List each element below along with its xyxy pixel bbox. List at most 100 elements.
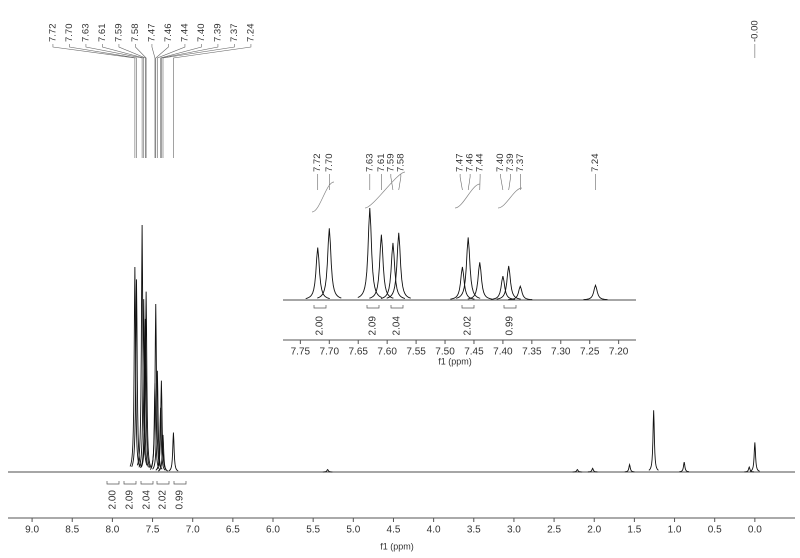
peak (369, 234, 394, 299)
peak-label: 7.24 (245, 24, 256, 43)
x-tick-label: 7.40 (493, 347, 513, 358)
x-tick-label: 2.0 (587, 525, 601, 536)
peak (496, 265, 521, 300)
peak-label: 7.63 (364, 154, 375, 173)
x-tick-label: 0.0 (748, 525, 762, 536)
integral-curve (497, 187, 523, 209)
x-tick-label: 1.0 (668, 525, 682, 536)
peak (152, 370, 163, 470)
peak-label: 7.44 (179, 24, 190, 43)
peak-label: 7.47 (455, 154, 466, 173)
peak (140, 318, 151, 469)
peak-connector (102, 44, 145, 158)
integral-label: 2.09 (125, 490, 136, 510)
peak-label: -0.00 (749, 20, 760, 42)
x-tick-label: 2.5 (547, 525, 561, 536)
integral-curve (311, 181, 335, 213)
peak (648, 410, 659, 471)
integral-bracket (313, 305, 327, 309)
peak (508, 284, 533, 301)
x-tick-label: 7.20 (609, 347, 629, 358)
x-tick-label: 1.5 (627, 525, 641, 536)
x-tick-label: 6.5 (226, 525, 240, 536)
x-tick-label: 7.25 (580, 347, 600, 358)
peak-connector (467, 174, 471, 191)
peak (305, 247, 330, 300)
peak (168, 432, 179, 472)
peak-connector (390, 174, 394, 191)
peak-connector (500, 174, 504, 191)
x-tick-label: 7.5 (146, 525, 160, 536)
x-tick-label: 7.30 (551, 347, 571, 358)
x-tick-label: 7.60 (377, 347, 397, 358)
integral-label: 2.02 (158, 490, 169, 510)
peak-connector (398, 174, 402, 191)
peak-label: 7.63 (80, 24, 91, 43)
peak (467, 262, 492, 300)
integral-label: 2.02 (463, 316, 474, 336)
peak-label: 7.40 (196, 24, 207, 43)
peak-connector (459, 174, 463, 191)
x-tick-label: 4.5 (387, 525, 401, 536)
x-tick-label: 0.5 (708, 525, 722, 536)
peak (322, 468, 333, 473)
peak-label: 7.47 (146, 24, 157, 43)
peak (587, 467, 598, 473)
x-tick-label: 7.55 (406, 347, 426, 358)
peak-label: 7.46 (163, 24, 174, 43)
x-tick-label: 8.5 (65, 525, 79, 536)
x-tick-label: 7.75 (291, 347, 311, 358)
integral-bracket (156, 481, 170, 485)
peak-connector (173, 44, 252, 158)
peak-connector (85, 44, 143, 158)
peak (317, 228, 342, 299)
peak (380, 242, 406, 299)
peak-label: 7.39 (505, 154, 516, 173)
peak-connector (52, 44, 136, 158)
peak-connector (155, 44, 169, 158)
peak (136, 224, 148, 466)
peak-label: 7.70 (324, 154, 335, 173)
integral-curve (364, 171, 406, 209)
peak (129, 266, 141, 467)
integral-label: 0.99 (505, 316, 516, 336)
peak-label: 7.46 (465, 154, 476, 173)
peak-label: 7.39 (212, 24, 223, 43)
integral-label: 2.00 (108, 490, 119, 510)
integral-label: 2.00 (315, 316, 326, 336)
peak-label: 7.37 (515, 154, 526, 173)
x-tick-label: 9.0 (25, 525, 39, 536)
peak-label: 7.24 (590, 154, 601, 173)
integral-bracket (366, 305, 380, 309)
peak-label: 7.40 (495, 154, 506, 173)
peak (583, 283, 608, 301)
peak-connector (151, 44, 156, 158)
peak-label: 7.44 (475, 154, 486, 173)
integral-bracket (173, 481, 187, 485)
peak (140, 291, 152, 468)
integral-bracket (503, 305, 517, 309)
peak-label: 7.72 (47, 24, 58, 43)
peak-label: 7.61 (376, 154, 387, 173)
x-tick-label: 5.0 (346, 525, 360, 536)
peak-label: 7.58 (395, 154, 406, 173)
peak (357, 207, 382, 298)
peak-label: 7.72 (312, 154, 323, 173)
peak-connector (69, 44, 137, 158)
peak-label: 7.37 (229, 24, 240, 43)
peak-connector (508, 174, 511, 191)
peak (490, 275, 515, 300)
integral-label: 0.99 (175, 490, 186, 510)
peak-label: 7.70 (64, 24, 75, 43)
peak-connector (135, 44, 147, 158)
peak (679, 462, 690, 473)
x-tick-label: 7.0 (186, 525, 200, 536)
integral-bracket (390, 305, 404, 309)
x-tick-label: 7.35 (522, 347, 542, 358)
integral-bracket (106, 481, 120, 485)
peak (157, 434, 168, 472)
integral-label: 2.04 (392, 316, 403, 336)
peak-label: 7.58 (130, 24, 141, 43)
peak-connector (160, 44, 202, 158)
peak (138, 299, 149, 468)
